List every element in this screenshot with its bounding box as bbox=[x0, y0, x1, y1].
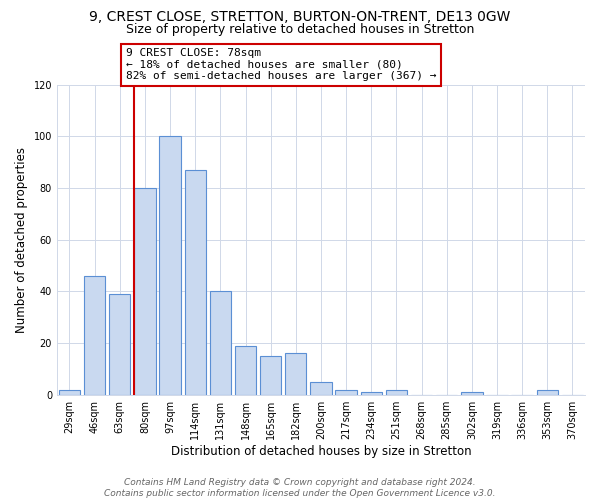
Bar bbox=[209, 292, 231, 395]
Bar bbox=[335, 390, 357, 394]
Bar bbox=[109, 294, 130, 394]
Bar bbox=[386, 390, 407, 394]
Text: 9 CREST CLOSE: 78sqm
← 18% of detached houses are smaller (80)
82% of semi-detac: 9 CREST CLOSE: 78sqm ← 18% of detached h… bbox=[125, 48, 436, 82]
Bar bbox=[235, 346, 256, 395]
Y-axis label: Number of detached properties: Number of detached properties bbox=[15, 146, 28, 332]
Bar bbox=[185, 170, 206, 394]
Bar bbox=[536, 390, 558, 394]
Text: 9, CREST CLOSE, STRETTON, BURTON-ON-TRENT, DE13 0GW: 9, CREST CLOSE, STRETTON, BURTON-ON-TREN… bbox=[89, 10, 511, 24]
Bar bbox=[160, 136, 181, 394]
Bar bbox=[461, 392, 482, 394]
Bar bbox=[134, 188, 155, 394]
Bar bbox=[260, 356, 281, 395]
Bar bbox=[59, 390, 80, 394]
Text: Size of property relative to detached houses in Stretton: Size of property relative to detached ho… bbox=[126, 22, 474, 36]
Text: Contains HM Land Registry data © Crown copyright and database right 2024.
Contai: Contains HM Land Registry data © Crown c… bbox=[104, 478, 496, 498]
Bar bbox=[361, 392, 382, 394]
Bar bbox=[84, 276, 106, 394]
X-axis label: Distribution of detached houses by size in Stretton: Distribution of detached houses by size … bbox=[170, 444, 471, 458]
Bar bbox=[310, 382, 332, 394]
Bar bbox=[285, 354, 307, 395]
